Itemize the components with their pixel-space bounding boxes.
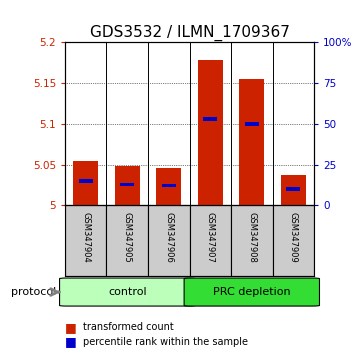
Bar [148, 205, 190, 276]
Text: PRC depletion: PRC depletion [213, 287, 291, 297]
Bar [245, 122, 258, 126]
Bar [115, 166, 140, 205]
Text: GSM347909: GSM347909 [289, 212, 298, 263]
Bar [239, 79, 264, 205]
Text: percentile rank within the sample: percentile rank within the sample [83, 337, 248, 347]
Bar [156, 168, 181, 205]
Bar [65, 205, 106, 276]
Bar [287, 187, 300, 191]
Text: ■: ■ [65, 321, 77, 334]
Bar [231, 205, 273, 276]
Text: transformed count: transformed count [83, 322, 174, 332]
Bar [281, 175, 306, 205]
Text: protocol: protocol [11, 287, 56, 297]
Text: ■: ■ [65, 335, 77, 348]
Bar [73, 161, 98, 205]
Text: GSM347907: GSM347907 [206, 212, 215, 263]
FancyBboxPatch shape [60, 278, 195, 306]
Bar [198, 61, 223, 205]
Text: GSM347905: GSM347905 [123, 212, 132, 263]
Text: control: control [108, 287, 147, 297]
Bar [162, 184, 175, 187]
Bar [106, 205, 148, 276]
Text: GSM347906: GSM347906 [164, 212, 173, 263]
Title: GDS3532 / ILMN_1709367: GDS3532 / ILMN_1709367 [90, 25, 290, 41]
Bar [204, 118, 217, 121]
Bar [79, 179, 92, 183]
Bar [273, 205, 314, 276]
Bar [121, 183, 134, 186]
FancyBboxPatch shape [184, 278, 319, 306]
Text: GSM347904: GSM347904 [81, 212, 90, 263]
Bar [190, 205, 231, 276]
Text: GSM347908: GSM347908 [247, 212, 256, 263]
